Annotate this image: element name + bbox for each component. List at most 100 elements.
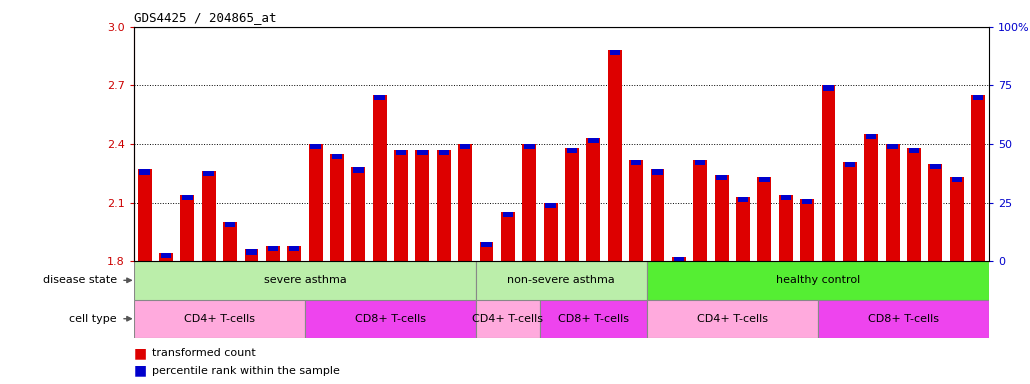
Bar	[524, 144, 535, 149]
Bar	[693, 160, 708, 261]
Bar	[759, 177, 769, 182]
Bar	[394, 150, 408, 261]
Bar	[818, 300, 989, 338]
Bar	[460, 144, 471, 149]
Text: CD8+ T-cells: CD8+ T-cells	[558, 314, 629, 324]
Bar	[224, 222, 237, 261]
Bar	[373, 95, 386, 261]
Bar	[845, 162, 855, 167]
Bar	[310, 144, 320, 149]
Bar	[204, 171, 214, 177]
Text: CD4+ T-cells: CD4+ T-cells	[473, 314, 544, 324]
Bar	[546, 202, 556, 208]
Bar	[309, 144, 322, 261]
Bar	[540, 300, 647, 338]
Bar	[608, 50, 622, 261]
Bar	[268, 245, 278, 251]
Bar	[672, 257, 686, 261]
Bar	[544, 203, 557, 261]
Bar	[950, 177, 964, 261]
Text: disease state: disease state	[42, 275, 116, 285]
Bar	[566, 148, 577, 153]
Bar	[437, 150, 451, 261]
Bar	[629, 160, 643, 261]
Bar	[888, 144, 898, 149]
Bar	[330, 154, 344, 261]
Text: CD8+ T-cells: CD8+ T-cells	[868, 314, 938, 324]
Bar	[305, 300, 476, 338]
Bar	[647, 300, 818, 338]
Bar	[952, 177, 962, 182]
Bar	[631, 160, 642, 165]
Bar	[866, 134, 877, 139]
Bar	[971, 95, 985, 261]
Bar	[779, 195, 793, 261]
Bar	[225, 222, 235, 227]
Bar	[180, 195, 195, 261]
Text: transformed count: transformed count	[152, 348, 256, 358]
Bar	[134, 300, 305, 338]
Bar	[396, 150, 406, 155]
Text: CD8+ T-cells: CD8+ T-cells	[355, 314, 425, 324]
Text: CD4+ T-cells: CD4+ T-cells	[697, 314, 767, 324]
Bar	[737, 197, 748, 202]
Bar	[907, 148, 921, 261]
Bar	[886, 144, 899, 261]
Bar	[864, 134, 879, 261]
Bar	[415, 150, 430, 261]
Bar	[674, 257, 684, 262]
Bar	[458, 144, 472, 261]
Bar	[908, 148, 919, 153]
Bar	[501, 212, 515, 261]
Bar	[588, 138, 598, 143]
Bar	[289, 245, 300, 251]
Bar	[503, 212, 513, 217]
Bar	[159, 253, 173, 261]
Bar	[717, 175, 727, 180]
Bar	[930, 164, 940, 169]
Text: cell type: cell type	[69, 314, 116, 324]
Bar	[476, 300, 540, 338]
Text: ■: ■	[134, 364, 147, 377]
Bar	[332, 154, 342, 159]
Bar	[610, 50, 620, 55]
Bar	[439, 150, 449, 155]
Bar	[161, 253, 171, 258]
Bar	[522, 144, 537, 261]
Bar	[287, 245, 301, 261]
Bar	[266, 245, 280, 261]
Text: GDS4425 / 204865_at: GDS4425 / 204865_at	[134, 11, 276, 24]
Bar	[973, 95, 984, 100]
Bar	[822, 85, 835, 261]
Bar	[138, 169, 151, 261]
Bar	[375, 95, 385, 100]
Text: non-severe asthma: non-severe asthma	[508, 275, 615, 285]
Bar	[647, 261, 989, 300]
Text: ■: ■	[134, 346, 147, 360]
Bar	[481, 242, 491, 247]
Bar	[651, 169, 664, 261]
Bar	[351, 167, 366, 261]
Bar	[757, 177, 771, 261]
Text: CD4+ T-cells: CD4+ T-cells	[184, 314, 254, 324]
Bar	[139, 169, 149, 175]
Bar	[586, 138, 600, 261]
Bar	[202, 171, 215, 261]
Bar	[800, 199, 814, 261]
Bar	[353, 167, 364, 172]
Bar	[244, 250, 259, 261]
Bar	[182, 195, 193, 200]
Text: percentile rank within the sample: percentile rank within the sample	[152, 366, 340, 376]
Bar	[417, 150, 427, 155]
Bar	[715, 175, 728, 261]
Bar	[652, 169, 662, 175]
Bar	[928, 164, 942, 261]
Bar	[823, 85, 833, 91]
Bar	[134, 261, 476, 300]
Bar	[843, 162, 857, 261]
Bar	[476, 261, 647, 300]
Bar	[736, 197, 750, 261]
Bar	[480, 242, 493, 261]
Text: severe asthma: severe asthma	[264, 275, 346, 285]
Bar	[246, 250, 256, 255]
